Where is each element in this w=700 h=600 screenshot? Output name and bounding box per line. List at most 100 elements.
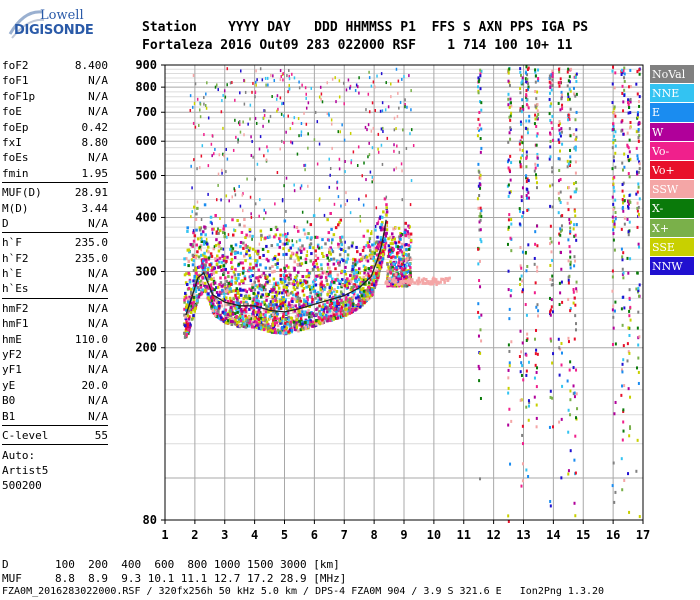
echo-point <box>533 376 536 380</box>
echo-point <box>508 105 511 109</box>
echo-point <box>521 442 524 446</box>
echo-point <box>628 309 631 313</box>
echo-point <box>275 293 279 297</box>
echo-point <box>351 277 354 281</box>
echo-point <box>507 97 510 101</box>
echo-point <box>225 303 228 307</box>
echo-point <box>229 287 232 291</box>
param-value: N/A <box>88 317 108 331</box>
echo-point <box>225 296 228 300</box>
echo-point <box>535 328 538 332</box>
echo-point <box>551 78 554 82</box>
echo-point <box>235 287 239 291</box>
echo-point <box>369 294 373 298</box>
echo-point <box>231 218 234 222</box>
echo-point <box>275 317 278 321</box>
echo-point <box>551 310 554 314</box>
echo-point <box>519 398 522 402</box>
echo-point <box>254 310 257 314</box>
echo-point <box>208 302 212 306</box>
echo-point <box>307 315 311 319</box>
echo-point <box>310 86 313 90</box>
echo-point <box>274 290 278 294</box>
echo-point <box>244 295 248 299</box>
echo-point <box>479 351 482 355</box>
echo-point <box>533 169 536 173</box>
echo-point <box>218 293 221 297</box>
echo-point <box>338 253 342 257</box>
echo-point <box>403 275 406 279</box>
echo-point <box>268 290 272 294</box>
echo-point <box>254 116 257 120</box>
echo-point <box>572 288 575 292</box>
echo-point <box>627 102 630 106</box>
echo-point <box>568 97 571 101</box>
echo-point <box>292 320 296 324</box>
echo-point <box>368 237 372 241</box>
echo-point <box>334 226 338 230</box>
echo-point <box>278 237 281 241</box>
echo-point <box>305 122 308 126</box>
echo-point <box>226 321 229 325</box>
echo-point <box>611 219 614 223</box>
echo-point <box>548 97 551 101</box>
echo-point <box>528 400 531 404</box>
echo-point <box>383 248 386 252</box>
echo-point <box>285 252 288 256</box>
echo-point <box>299 317 303 321</box>
echo-point <box>507 194 510 198</box>
echo-point <box>289 308 293 312</box>
echo-point <box>338 221 341 225</box>
echo-point <box>559 233 562 237</box>
echo-point <box>372 281 376 285</box>
echo-point <box>402 253 405 257</box>
echo-point <box>573 337 576 341</box>
echo-point <box>190 302 194 306</box>
echo-point <box>224 287 228 291</box>
echo-point <box>380 228 383 232</box>
param-separator <box>2 297 108 299</box>
echo-point <box>350 161 352 165</box>
echo-point <box>240 313 244 317</box>
echo-point <box>575 392 578 396</box>
echo-point <box>336 302 339 306</box>
echo-point <box>439 280 442 284</box>
echo-point <box>613 222 616 226</box>
echo-point <box>187 260 190 264</box>
echo-point <box>614 130 617 134</box>
echo-point <box>263 208 266 212</box>
echo-point <box>567 208 570 212</box>
echo-point <box>416 282 420 286</box>
echo-point <box>209 220 213 224</box>
echo-point <box>395 266 398 270</box>
echo-point <box>318 198 321 202</box>
echo-point <box>551 127 554 131</box>
echo-point <box>271 258 275 262</box>
echo-point <box>621 323 624 327</box>
echo-point <box>306 236 309 240</box>
echo-point <box>520 350 523 354</box>
echo-point <box>638 162 641 166</box>
echo-point <box>307 309 310 313</box>
echo-point <box>613 189 616 193</box>
echo-point <box>400 242 404 246</box>
echo-point <box>183 335 187 339</box>
echo-point <box>359 302 362 306</box>
echo-point <box>279 273 283 277</box>
echo-point <box>294 304 297 308</box>
echo-point <box>330 302 334 306</box>
echo-point <box>198 228 202 232</box>
echo-point <box>384 224 388 228</box>
echo-point <box>287 276 290 280</box>
echo-point <box>614 300 617 304</box>
digisonde-logo: Lowell DIGISONDE <box>6 6 94 42</box>
echo-point <box>551 274 554 278</box>
echo-point <box>248 294 251 298</box>
echo-point <box>192 269 196 273</box>
echo-point <box>210 302 213 306</box>
echo-point <box>574 434 577 438</box>
param-row: fmin 1.95 <box>2 166 108 181</box>
echo-point <box>211 227 214 231</box>
echo-point <box>558 157 561 161</box>
echo-point <box>356 260 359 264</box>
